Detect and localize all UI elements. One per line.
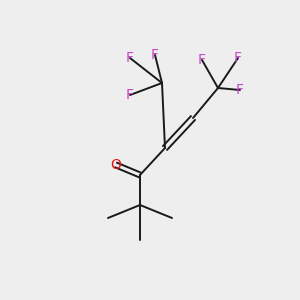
Text: F: F [151, 48, 159, 62]
Text: F: F [236, 83, 244, 97]
Text: F: F [234, 51, 242, 65]
Text: F: F [126, 88, 134, 102]
Text: F: F [126, 51, 134, 65]
Text: O: O [111, 158, 122, 172]
Text: F: F [198, 53, 206, 67]
